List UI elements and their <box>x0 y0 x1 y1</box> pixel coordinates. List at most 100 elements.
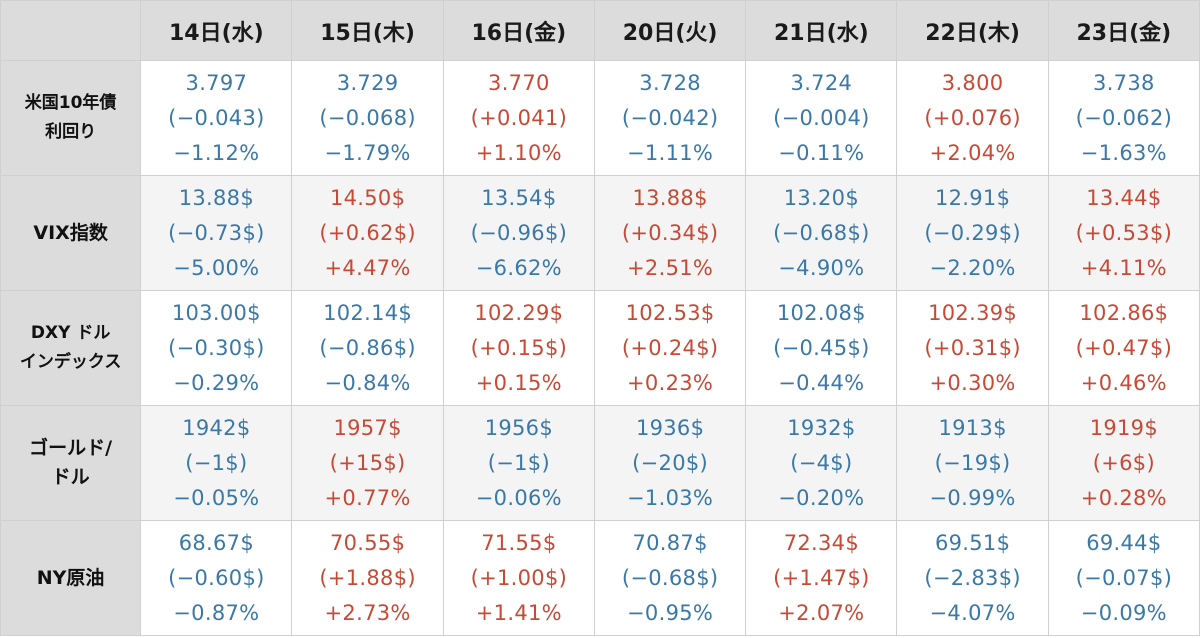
data-cell: 13.54$ (−0.96$) −6.62% <box>442 175 595 291</box>
cell-value: 102.53$ <box>625 300 715 325</box>
cell-value: 70.87$ <box>632 530 708 555</box>
row-label: 米国10年債 利回り <box>0 60 142 176</box>
header-row: 14日(水) 15日(木) 16日(金) 20日(火) 21日(水) 22日(木… <box>0 0 1200 61</box>
cell-percent: −1.79% <box>324 140 411 165</box>
cell-percent: −0.20% <box>778 485 865 510</box>
data-cell: 13.20$ (−0.68$) −4.90% <box>745 175 898 291</box>
cell-value: 69.51$ <box>934 530 1011 555</box>
table-header: 14日(水) 15日(木) 16日(金) 20日(火) 21日(水) 22日(木… <box>0 0 1200 61</box>
data-cell: 3.724 (−0.004) −0.11% <box>745 60 898 176</box>
column-header-day: 16日(金) <box>442 0 595 61</box>
cell-percent: +1.41% <box>475 600 562 625</box>
cell-percent: −0.05% <box>173 485 260 510</box>
data-cell: 70.87$ (−0.68$) −0.95% <box>593 520 747 636</box>
cell-value: 13.20$ <box>783 185 859 210</box>
data-cell: 103.00$ (−0.30$) −0.29% <box>140 290 293 406</box>
column-header-day: 15日(木) <box>291 0 444 61</box>
cell-change: (+6$) <box>1092 450 1155 475</box>
cell-value: 102.14$ <box>323 300 413 325</box>
cell-change: (−0.96$) <box>470 220 568 245</box>
row-gold: ゴールド/ドル 1942$ (−1$) −0.05% 1957$ (+15$) +0.77%… <box>0 405 1200 521</box>
cell-value: 3.797 <box>185 70 248 95</box>
column-header-day: 22日(木) <box>896 0 1049 61</box>
row-label-line: VIX指数 <box>33 221 108 244</box>
row-ny-crude: NY原油 68.67$ (−0.60$) −0.87% 70.55$ (+1.88$) +2… <box>0 520 1200 636</box>
cell-percent: +2.51% <box>627 255 714 280</box>
cell-value: 1942$ <box>182 415 251 440</box>
cell-change: (−2.83$) <box>924 565 1021 590</box>
cell-value: 1936$ <box>635 415 705 440</box>
cell-change: (−0.30$) <box>168 335 265 360</box>
cell-percent: −0.95% <box>627 600 714 625</box>
data-cell: 102.53$ (+0.24$) +0.23% <box>593 290 747 406</box>
cell-change: (+1.00$) <box>470 565 568 590</box>
data-cell: 102.86$ (+0.47$) +0.46% <box>1047 290 1200 406</box>
cell-value: 3.738 <box>1093 70 1155 95</box>
cell-percent: −0.99% <box>929 485 1016 510</box>
cell-value: 1919$ <box>1089 415 1159 440</box>
data-cell: 102.08$ (−0.45$) −0.44% <box>745 290 898 406</box>
cell-change: (−0.062) <box>1075 105 1173 130</box>
cell-change: (−19$) <box>934 450 1011 475</box>
cell-percent: −0.29% <box>173 370 260 395</box>
cell-value: 13.44$ <box>1086 185 1162 210</box>
column-header-day: 23日(金) <box>1047 0 1200 61</box>
cell-change: (+0.62$) <box>319 220 416 245</box>
cell-change: (+0.47$) <box>1075 335 1173 360</box>
cell-value: 3.728 <box>639 70 701 95</box>
cell-value: 12.91$ <box>934 185 1011 210</box>
data-cell: 13.88$ (+0.34$) +2.51% <box>593 175 747 291</box>
cell-percent: +0.30% <box>929 370 1016 395</box>
cell-change: (−0.86$) <box>319 335 416 360</box>
data-cell: 3.800 (+0.076) +2.04% <box>896 60 1049 176</box>
cell-change: (−0.043) <box>168 105 265 130</box>
cell-percent: −4.90% <box>778 255 865 280</box>
cell-change: (−0.068) <box>319 105 416 130</box>
row-label-line: 利回り <box>45 122 97 142</box>
cell-percent: −0.06% <box>475 485 562 510</box>
row-label-line: インデックス <box>19 352 122 372</box>
cell-value: 70.55$ <box>329 530 406 555</box>
cell-change: (−0.004) <box>773 105 870 130</box>
cell-change: (+0.24$) <box>621 335 719 360</box>
data-cell: 1956$ (−1$) −0.06% <box>442 405 595 521</box>
cell-change: (−0.60$) <box>168 565 265 590</box>
cell-value: 102.39$ <box>928 300 1018 325</box>
cell-value: 103.00$ <box>171 300 261 325</box>
cell-value: 3.770 <box>488 70 550 95</box>
data-cell: 3.797 (−0.043) −1.12% <box>140 60 293 176</box>
cell-change: (+1.47$) <box>773 565 870 590</box>
cell-percent: −5.00% <box>173 255 260 280</box>
data-cell: 1942$ (−1$) −0.05% <box>140 405 293 521</box>
data-cell: 14.50$ (+0.62$) +4.47% <box>291 175 444 291</box>
data-cell: 12.91$ (−0.29$) −2.20% <box>896 175 1049 291</box>
cell-change: (−0.29$) <box>924 220 1021 245</box>
data-cell: 13.44$ (+0.53$) +4.11% <box>1047 175 1200 291</box>
data-cell: 70.55$ (+1.88$) +2.73% <box>291 520 444 636</box>
data-cell: 1932$ (−4$) −0.20% <box>745 405 898 521</box>
row-label-line: ゴールド/ <box>29 437 113 459</box>
cell-percent: +0.77% <box>324 485 411 510</box>
cell-change: (−1$) <box>185 450 248 475</box>
data-cell: 3.770 (+0.041) +1.10% <box>442 60 595 176</box>
cell-value: 13.54$ <box>481 185 557 210</box>
cell-change: (+0.53$) <box>1075 220 1173 245</box>
cell-percent: −1.12% <box>173 140 260 165</box>
data-cell: 3.729 (−0.068) −1.79% <box>291 60 444 176</box>
cell-percent: −0.09% <box>1080 600 1167 625</box>
cell-percent: +0.46% <box>1080 370 1167 395</box>
column-header-day: 20日(火) <box>593 0 747 61</box>
row-label-line: 米国10年債 <box>24 93 117 113</box>
data-cell: 69.44$ (−0.07$) −0.09% <box>1047 520 1200 636</box>
row-dxy: DXY ドル インデックス 103.00$ (−0.30$) −0.29% 102.14$… <box>0 290 1200 406</box>
cell-change: (−0.07$) <box>1075 565 1173 590</box>
cell-change: (+1.88$) <box>319 565 416 590</box>
cell-value: 102.86$ <box>1079 300 1169 325</box>
data-cell: 102.29$ (+0.15$) +0.15% <box>442 290 595 406</box>
cell-percent: −4.07% <box>929 600 1016 625</box>
data-cell: 71.55$ (+1.00$) +1.41% <box>442 520 595 636</box>
cell-percent: −1.03% <box>627 485 714 510</box>
cell-percent: +0.28% <box>1080 485 1167 510</box>
cell-value: 3.724 <box>790 70 853 95</box>
